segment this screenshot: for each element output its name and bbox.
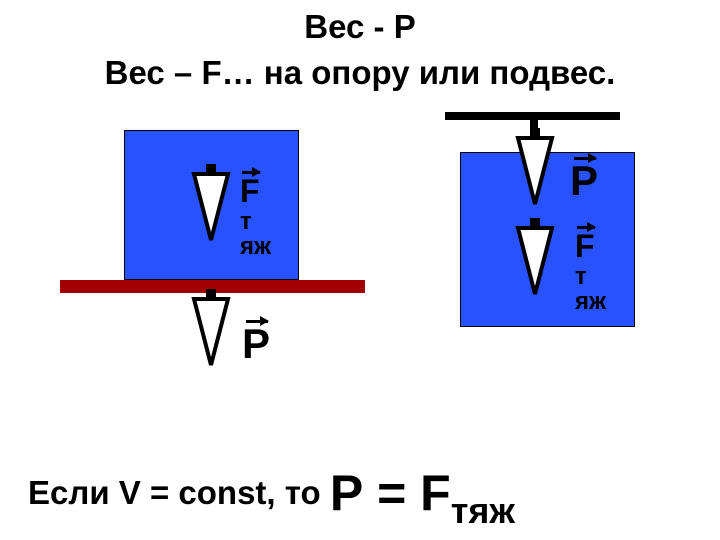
bottom-equation: Если V = const, то Р = Fтяж bbox=[28, 464, 700, 522]
right-p-text: Р bbox=[570, 157, 598, 204]
right-f-arrow bbox=[516, 226, 554, 296]
left-f-sub1: т bbox=[240, 209, 271, 234]
right-f-sub1: т bbox=[575, 264, 606, 289]
eq-equals: = bbox=[363, 465, 420, 521]
left-f-label: Fтяж bbox=[240, 175, 271, 259]
title-line-2: Вес – F… на опору или подвес. bbox=[0, 54, 720, 92]
left-f-sub2: яж bbox=[240, 234, 271, 259]
eq-sub: тяж bbox=[451, 490, 515, 531]
diagram-area: Fтяж Р Р Fтяж bbox=[0, 130, 720, 430]
left-f-arrow bbox=[192, 172, 230, 242]
left-p-arrow bbox=[192, 297, 230, 367]
eq-prefix: Если V = const, то bbox=[28, 474, 330, 511]
left-p-text: Р bbox=[242, 320, 270, 367]
hanger-top-bar bbox=[445, 112, 620, 120]
right-f-sub2: яж bbox=[575, 289, 606, 314]
right-p-label: Р bbox=[570, 159, 598, 203]
right-f-main: F bbox=[575, 228, 595, 264]
title-2-text: Вес – F… на опору или подвес. bbox=[105, 54, 616, 91]
right-f-label: Fтяж bbox=[575, 230, 606, 314]
title-line-1: Вес - Р bbox=[0, 8, 720, 46]
left-p-label: Р bbox=[242, 322, 270, 366]
eq-F: F bbox=[420, 465, 451, 521]
left-f-main: F bbox=[240, 173, 260, 209]
eq-P: Р bbox=[330, 465, 363, 521]
right-p-arrow bbox=[516, 136, 554, 206]
title-1-text: Вес - Р bbox=[304, 8, 415, 45]
